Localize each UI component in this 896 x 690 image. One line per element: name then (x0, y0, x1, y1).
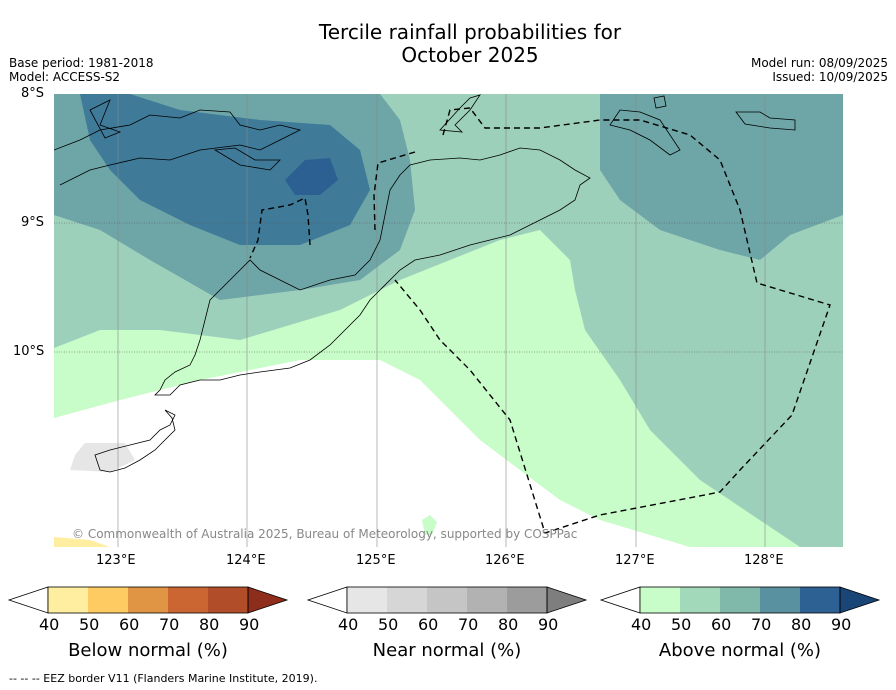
colorbar-segment (720, 587, 760, 613)
colorbar-segment (48, 587, 88, 613)
colorbar-tick-label: 90 (831, 615, 852, 634)
map-title-line1: Tercile rainfall probabilities for (318, 20, 622, 44)
above-70-region (80, 94, 370, 245)
rainfall-probability-map (54, 94, 843, 547)
below-normal-colorbar (7, 586, 289, 614)
below-normal-patch (54, 537, 110, 547)
above-ticks: 40 50 60 70 80 90 (0, 615, 896, 635)
coastlines (54, 94, 796, 473)
colorbar-left-arrow (306, 586, 348, 614)
lat-label-8s: 8°S (21, 86, 45, 101)
colorbar-segment (387, 587, 427, 613)
above-80-region (285, 158, 338, 195)
colorbar-right-arrow (546, 586, 588, 614)
near-normal-patch (70, 443, 135, 472)
colorbar-segment (88, 587, 128, 613)
above-normal-colorbar (599, 586, 881, 614)
colorbar-tick-label: 80 (498, 615, 519, 634)
colorbar-tick-label: 50 (79, 615, 100, 634)
lon-label-126e: 126°E (485, 553, 525, 568)
lon-label-125e: 125°E (356, 553, 396, 568)
colorbar-segment (347, 587, 387, 613)
colorbar-segment (507, 587, 547, 613)
colorbar-tick-label: 70 (458, 615, 479, 634)
above-normal-label: Above normal (%) (658, 640, 822, 661)
colorbar-segment (128, 587, 168, 613)
lat-label-9s: 9°S (21, 215, 45, 230)
colorbar-segment (680, 587, 720, 613)
colorbar-tick-label: 80 (199, 615, 220, 634)
colorbar-segment (467, 587, 507, 613)
issued-text: Issued: 10/09/2025 (772, 70, 888, 84)
eez-border (249, 107, 831, 534)
colorbar-segment (427, 587, 467, 613)
copyright-text: © Commonwealth of Australia 2025, Bureau… (72, 527, 578, 541)
colorbar-right-arrow (247, 586, 289, 614)
colorbar-tick-label: 70 (751, 615, 772, 634)
lon-gridlines (117, 94, 766, 547)
colorbar-segment (800, 587, 840, 613)
colorbar-outline (346, 586, 548, 614)
colorbar-segment (208, 587, 248, 613)
colorbar-tick-label: 40 (631, 615, 652, 634)
colorbar-outline (639, 586, 841, 614)
eez-footer-note: -- -- -- EEZ border V11 (Flanders Marine… (9, 672, 318, 685)
colorbar-tick-label: 70 (159, 615, 180, 634)
below-ticks: 40 50 60 70 80 90 (0, 615, 896, 635)
model-run-text: Model run: 08/09/2025 (750, 56, 888, 70)
lat-label-10s: 10°S (13, 344, 45, 359)
colorbar-tick-label: 40 (338, 615, 359, 634)
colorbar-tick-label: 50 (671, 615, 692, 634)
colorbar-tick-label: 90 (538, 615, 559, 634)
lon-label-124e: 124°E (226, 553, 266, 568)
colorbar-tick-label: 60 (711, 615, 732, 634)
colorbar-segment (168, 587, 208, 613)
near-ticks: 40 50 60 70 80 90 (0, 615, 896, 635)
model-text: Model: ACCESS-S2 (9, 70, 121, 84)
lon-label-123e: 123°E (96, 553, 136, 568)
near-normal-label: Near normal (%) (372, 640, 522, 661)
base-period-text: Base period: 1981-2018 (9, 56, 154, 70)
below-normal-label: Below normal (%) (68, 640, 228, 661)
lat-gridlines (54, 222, 843, 353)
colorbar-segment (640, 587, 680, 613)
colorbars (7, 586, 881, 614)
colorbar-tick-label: 60 (119, 615, 140, 634)
colorbar-outline (47, 586, 249, 614)
map-title-line2: October 2025 (401, 43, 539, 67)
colorbar-tick-label: 50 (378, 615, 399, 634)
colorbar-tick-label: 80 (791, 615, 812, 634)
above-60-region-east (600, 94, 843, 260)
near-normal-colorbar (306, 586, 588, 614)
colorbar-left-arrow (599, 586, 641, 614)
lon-label-127e: 127°E (615, 553, 655, 568)
colorbar-right-arrow (839, 586, 881, 614)
colorbar-segment (760, 587, 800, 613)
colorbar-left-arrow (7, 586, 49, 614)
lon-label-128e: 128°E (744, 553, 784, 568)
colorbar-tick-label: 60 (418, 615, 439, 634)
colorbar-tick-label: 90 (239, 615, 260, 634)
colorbar-tick-label: 40 (39, 615, 60, 634)
